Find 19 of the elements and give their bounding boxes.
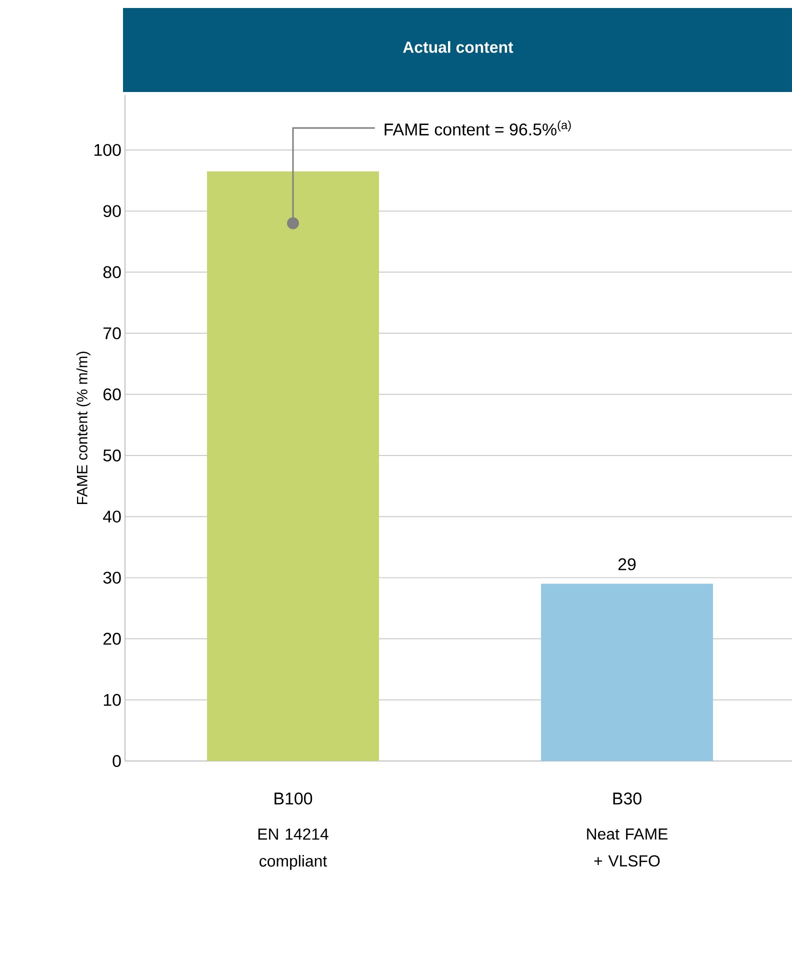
y-tick-label: 40: [103, 510, 121, 523]
x-tick-label: B30: [613, 792, 642, 805]
y-tick-label: 10: [104, 694, 121, 706]
annotation: FAME content = 96.5%$^{(a)}$: [384, 120, 571, 136]
y-tick-label: 100: [94, 144, 121, 156]
y-tick-label: 30: [103, 572, 121, 584]
y-axis-title: FAME content (% m/m): [76, 352, 90, 504]
y-tick-label: 50: [103, 449, 121, 462]
chart-title: Actual content: [403, 41, 514, 53]
y-tick-label: 80: [103, 266, 121, 278]
y-tick-label: 90: [103, 205, 121, 218]
y-tick-label: 70: [104, 327, 121, 340]
text: Neat FAME + VLSFO: [587, 828, 668, 867]
y-tick-label: 20: [104, 632, 121, 645]
y-tick-label: 0: [112, 754, 121, 767]
y-tick-label: 60: [104, 388, 121, 400]
text: EN 14214 compliant: [258, 828, 328, 870]
data-label: 29: [618, 558, 636, 570]
x-tick-label: B100: [274, 792, 312, 805]
